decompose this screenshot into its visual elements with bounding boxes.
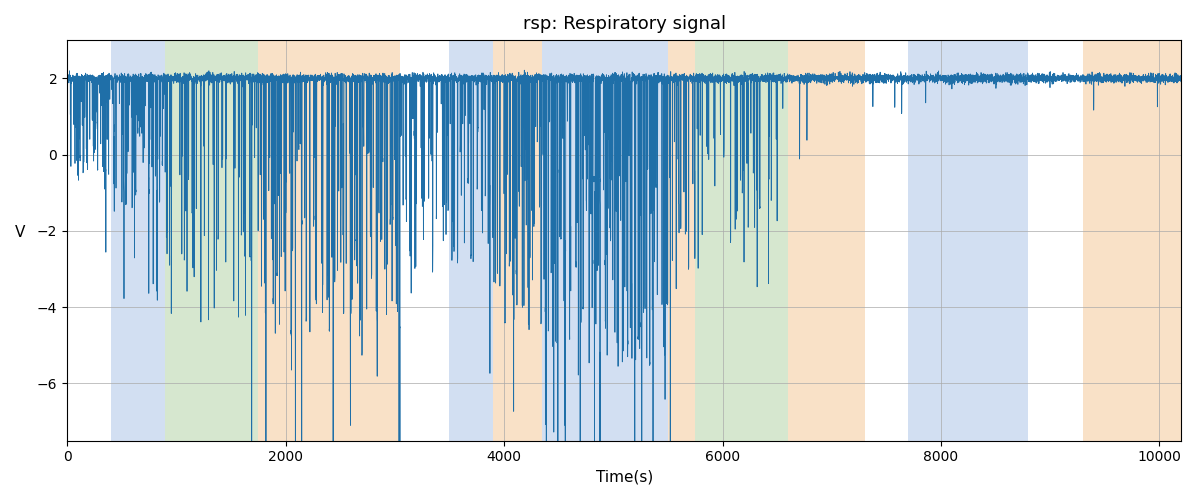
Bar xyxy=(668,40,695,440)
Bar xyxy=(110,40,166,440)
Bar xyxy=(788,40,864,440)
Bar xyxy=(542,40,668,440)
Bar xyxy=(258,40,401,440)
Bar xyxy=(450,40,493,440)
Y-axis label: V: V xyxy=(16,226,25,240)
Bar xyxy=(1082,40,1181,440)
Bar xyxy=(166,40,258,440)
Bar xyxy=(908,40,1028,440)
Bar xyxy=(493,40,542,440)
Title: rsp: Respiratory signal: rsp: Respiratory signal xyxy=(523,15,726,33)
X-axis label: Time(s): Time(s) xyxy=(595,470,653,485)
Bar xyxy=(695,40,788,440)
